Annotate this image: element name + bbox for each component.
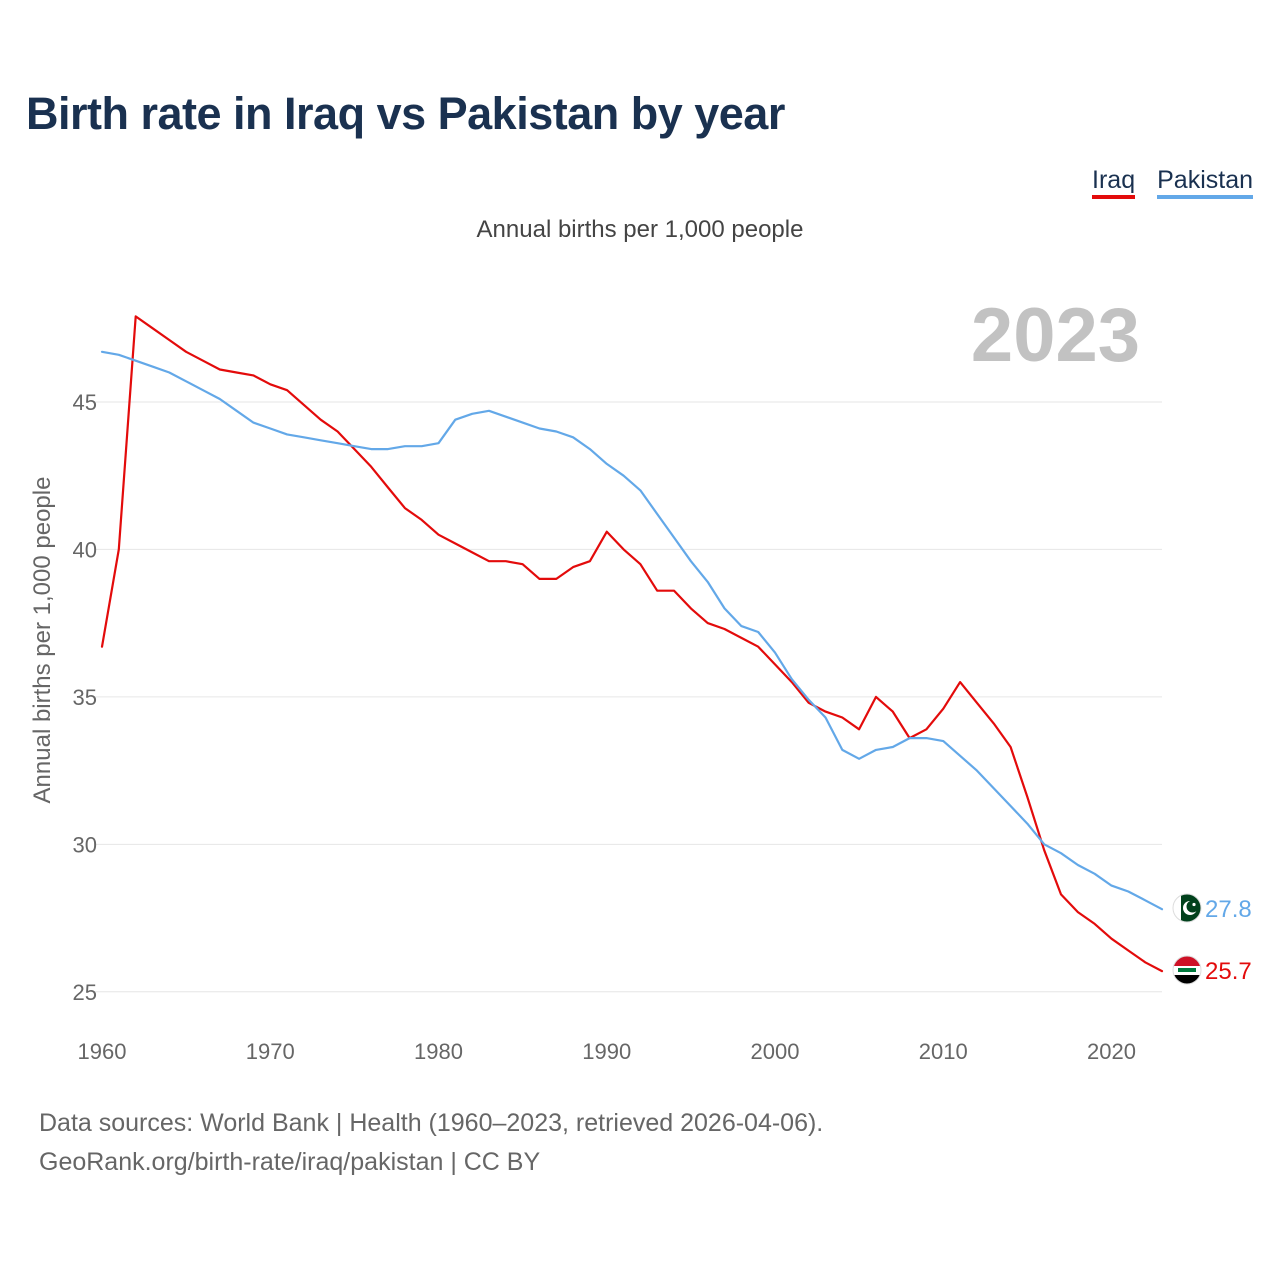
x-tick-label: 2020 [1087, 1039, 1136, 1064]
sources-line-2[interactable]: GeoRank.org/birth-rate/iraq/pakistan | C… [39, 1148, 541, 1176]
iraq-flag-icon [1172, 955, 1202, 985]
chart-title: Birth rate in Iraq vs Pakistan by year [26, 88, 785, 139]
series-lines: 25.7 27.8 [100, 315, 1252, 985]
end-value-label-pakistan: 27.8 [1205, 896, 1252, 923]
y-tick-label: 40 [73, 537, 97, 562]
pakistan-flag-icon [1172, 893, 1202, 923]
data-sources: Data sources: World Bank | Health (1960–… [39, 1104, 823, 1182]
y-axis-ticks: 25 30 35 40 45 [73, 390, 97, 1005]
y-axis-title: Annual births per 1,000 people [29, 477, 56, 804]
legend-item-iraq[interactable]: Iraq [1092, 166, 1136, 199]
series-line-pakistan[interactable] [100, 350, 1164, 911]
x-axis-ticks: 1960 1970 1980 1990 2000 2010 2020 [78, 1039, 1136, 1064]
y-tick-label: 45 [73, 390, 97, 415]
x-tick-label: 2010 [919, 1039, 968, 1064]
legend: Iraq Pakistan [1092, 166, 1253, 199]
x-tick-label: 1980 [414, 1039, 463, 1064]
x-tick-label: 1990 [582, 1039, 631, 1064]
x-tick-label: 1960 [78, 1039, 127, 1064]
y-tick-label: 30 [73, 832, 97, 857]
end-value-label-iraq: 25.7 [1205, 958, 1252, 985]
x-tick-label: 2000 [751, 1039, 800, 1064]
legend-item-pakistan[interactable]: Pakistan [1157, 166, 1253, 199]
sources-line-1: Data sources: World Bank | Health (1960–… [39, 1109, 824, 1137]
grid-lines [95, 401, 1162, 993]
y-tick-label: 35 [73, 685, 97, 710]
year-display: 2023 [971, 293, 1140, 378]
chart-subtitle: Annual births per 1,000 people [476, 216, 804, 243]
y-tick-label: 25 [73, 980, 97, 1005]
x-tick-label: 1970 [246, 1039, 295, 1064]
series-line-iraq[interactable] [100, 315, 1164, 973]
